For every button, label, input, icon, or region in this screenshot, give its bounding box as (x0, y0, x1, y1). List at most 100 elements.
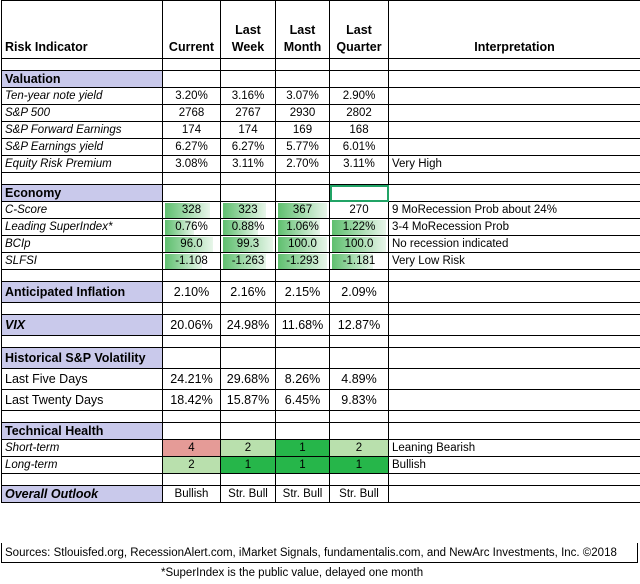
interpretation-cell[interactable] (388, 368, 640, 390)
value-current[interactable]: 2768 (162, 104, 221, 122)
section-title-technical[interactable]: Technical Health (1, 422, 163, 440)
empty-cell[interactable] (388, 184, 640, 202)
value-current[interactable]: 3.08% (162, 155, 221, 173)
value-last-quarter[interactable]: 270 (329, 201, 389, 219)
value-last-month[interactable]: 5.77% (275, 138, 330, 156)
empty-cell[interactable] (275, 347, 330, 369)
empty-cell[interactable] (220, 70, 276, 88)
value-last-quarter[interactable]: 2 (329, 439, 389, 457)
row-label-overall-outlook[interactable]: Overall Outlook (1, 485, 163, 503)
empty-cell[interactable] (329, 422, 389, 440)
value-last-quarter[interactable]: 2.09% (329, 281, 389, 303)
value-last-month[interactable]: 6.45% (275, 389, 330, 411)
value-last-week[interactable]: 323 (220, 201, 276, 219)
value-last-week[interactable]: -1.263 (220, 252, 276, 270)
interpretation-cell[interactable] (388, 485, 640, 503)
value-last-quarter[interactable]: Str. Bull (329, 485, 389, 503)
value-last-month[interactable]: 100.0 (275, 235, 330, 253)
value-last-week[interactable]: 2767 (220, 104, 276, 122)
selected-cell[interactable] (329, 184, 389, 202)
value-last-quarter[interactable]: 6.01% (329, 138, 389, 156)
value-last-month[interactable]: 3.07% (275, 87, 330, 105)
interpretation-cell[interactable] (388, 121, 640, 139)
empty-cell[interactable] (275, 70, 330, 88)
value-last-quarter[interactable]: 9.83% (329, 389, 389, 411)
section-title-volatility[interactable]: Historical S&P Volatility (1, 347, 163, 369)
interpretation-cell[interactable]: 9 MoRecession Prob about 24% (388, 201, 640, 219)
value-current[interactable]: 18.42% (162, 389, 221, 411)
value-last-week[interactable]: 6.27% (220, 138, 276, 156)
row-label[interactable]: Last Twenty Days (1, 389, 163, 411)
empty-cell[interactable] (388, 347, 640, 369)
value-last-week[interactable]: 3.16% (220, 87, 276, 105)
value-last-week[interactable]: 29.68% (220, 368, 276, 390)
empty-cell[interactable] (162, 422, 221, 440)
value-current[interactable]: 4 (162, 439, 221, 457)
value-last-quarter[interactable]: 3.11% (329, 155, 389, 173)
empty-cell[interactable] (162, 184, 221, 202)
header-last-quarter[interactable]: Last Quarter (329, 0, 389, 59)
header-current[interactable]: Current (162, 0, 221, 59)
value-last-quarter[interactable]: 2802 (329, 104, 389, 122)
value-last-week[interactable]: 2.16% (220, 281, 276, 303)
value-current[interactable]: 2.10% (162, 281, 221, 303)
empty-cell[interactable] (220, 184, 276, 202)
value-last-week[interactable]: 15.87% (220, 389, 276, 411)
empty-cell[interactable] (275, 184, 330, 202)
value-current[interactable]: 6.27% (162, 138, 221, 156)
row-label[interactable]: Leading SuperIndex* (1, 218, 163, 236)
row-label[interactable]: Equity Risk Premium (1, 155, 163, 173)
interpretation-cell[interactable] (388, 314, 640, 336)
value-last-week[interactable]: 24.98% (220, 314, 276, 336)
value-current[interactable]: 20.06% (162, 314, 221, 336)
empty-cell[interactable] (220, 347, 276, 369)
header-risk-indicator[interactable]: Risk Indicator (1, 0, 163, 59)
empty-cell[interactable] (388, 422, 640, 440)
interpretation-cell[interactable]: Very High (388, 155, 640, 173)
value-last-month[interactable]: 2.70% (275, 155, 330, 173)
value-current[interactable]: 328 (162, 201, 221, 219)
value-last-quarter[interactable]: 1.22% (329, 218, 389, 236)
row-label[interactable]: S&P Forward Earnings (1, 121, 163, 139)
value-current[interactable]: 174 (162, 121, 221, 139)
value-last-month[interactable]: 169 (275, 121, 330, 139)
value-last-month[interactable]: 11.68% (275, 314, 330, 336)
interpretation-cell[interactable] (388, 138, 640, 156)
row-label[interactable]: S&P Earnings yield (1, 138, 163, 156)
value-last-quarter[interactable]: 100.0 (329, 235, 389, 253)
value-last-month[interactable]: -1.293 (275, 252, 330, 270)
value-last-quarter[interactable]: 12.87% (329, 314, 389, 336)
value-last-week[interactable]: 3.11% (220, 155, 276, 173)
interpretation-cell[interactable]: Bullish (388, 456, 640, 474)
value-current[interactable]: 24.21% (162, 368, 221, 390)
value-last-month[interactable]: 1 (275, 439, 330, 457)
value-last-week[interactable]: 174 (220, 121, 276, 139)
row-label[interactable]: BCIp (1, 235, 163, 253)
value-last-month[interactable]: 367 (275, 201, 330, 219)
section-title-economy[interactable]: Economy (1, 184, 163, 202)
section-title-valuation[interactable]: Valuation (1, 70, 163, 88)
value-last-week[interactable]: 1 (220, 456, 276, 474)
interpretation-cell[interactable]: 3-4 MoRecession Prob (388, 218, 640, 236)
interpretation-cell[interactable] (388, 87, 640, 105)
empty-cell[interactable] (275, 422, 330, 440)
empty-cell[interactable] (388, 70, 640, 88)
header-last-month[interactable]: Last Month (275, 0, 330, 59)
row-label[interactable]: Short-term (1, 439, 163, 457)
value-last-quarter[interactable]: 1 (329, 456, 389, 474)
empty-cell[interactable] (162, 347, 221, 369)
value-current[interactable]: 3.20% (162, 87, 221, 105)
row-label[interactable]: SLFSI (1, 252, 163, 270)
value-last-month[interactable]: 2.15% (275, 281, 330, 303)
row-label[interactable]: Last Five Days (1, 368, 163, 390)
row-label[interactable]: Long-term (1, 456, 163, 474)
row-label[interactable]: Ten-year note yield (1, 87, 163, 105)
interpretation-cell[interactable] (388, 281, 640, 303)
value-current[interactable]: 2 (162, 456, 221, 474)
interpretation-cell[interactable]: No recession indicated (388, 235, 640, 253)
header-last-week[interactable]: Last Week (220, 0, 276, 59)
value-last-week[interactable]: 0.88% (220, 218, 276, 236)
empty-cell[interactable] (329, 70, 389, 88)
value-last-month[interactable]: 1.06% (275, 218, 330, 236)
value-current[interactable]: 96.0 (162, 235, 221, 253)
